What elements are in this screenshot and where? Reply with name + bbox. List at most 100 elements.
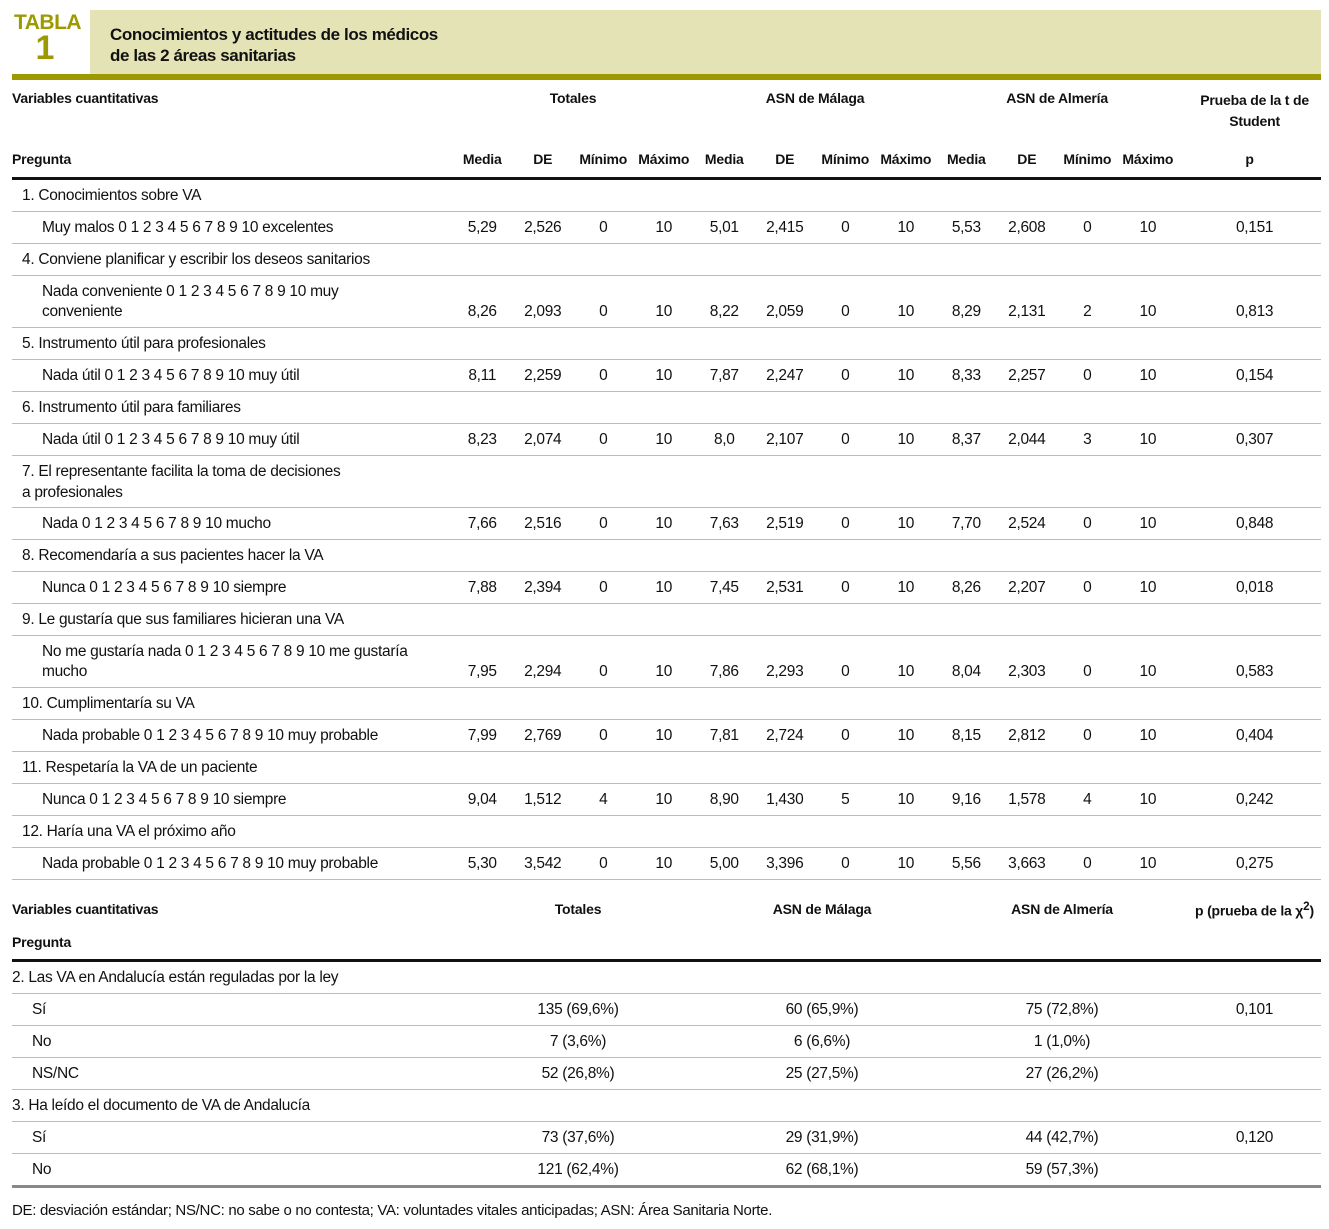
value-cell: 2,259 [512, 359, 573, 392]
question-text: 2. Las VA en Andalucía están reguladas p… [12, 960, 1321, 994]
value-cell: 10 [875, 423, 937, 456]
value-cell: 0 [1057, 507, 1118, 540]
value-cell: 10 [633, 275, 695, 328]
value-cell: 4 [573, 783, 634, 816]
value-cell: 2,526 [512, 211, 573, 244]
group-header: ASN de Málaga [765, 90, 865, 106]
value-cell: 44 (42,7%) [946, 1121, 1178, 1154]
table-number: 1 [35, 29, 55, 67]
group-header: ASN de Almería [1006, 90, 1108, 106]
value-cell: 2,415 [754, 211, 816, 244]
value-cell: 9,16 [936, 783, 997, 816]
value-cell: 52 (26,8%) [458, 1057, 698, 1090]
scale-text: Nada conveniente 0 1 2 3 4 5 6 7 8 9 10 … [12, 275, 452, 328]
value-cell: 2,107 [754, 423, 816, 456]
table-row: NS/NC 52 (26,8%) 25 (27,5%) 27 (26,2%) [12, 1057, 1321, 1090]
value-cell: 2,516 [512, 507, 573, 540]
value-cell: 2,257 [996, 359, 1058, 392]
question-row: 10. Cumplimentaría su VA [12, 687, 1322, 720]
question-row: 1. Conocimientos sobre VA [12, 178, 1322, 212]
value-cell: 2,531 [754, 571, 816, 604]
value-cell: 8,37 [936, 423, 997, 456]
value-cell: 8,33 [936, 359, 997, 392]
value-cell: 10 [1117, 783, 1179, 816]
value-cell: 5 [815, 783, 876, 816]
value-cell: 0 [1057, 211, 1118, 244]
value-cell: 25 (27,5%) [698, 1057, 946, 1090]
value-cell: 10 [633, 635, 695, 688]
value-cell: 0,813 [1178, 275, 1322, 328]
value-cell: 0,018 [1178, 571, 1322, 604]
value-cell: 1 (1,0%) [946, 1025, 1178, 1058]
value-cell: 8,90 [694, 783, 755, 816]
value-cell: 10 [875, 783, 937, 816]
quantitative-table: Variables cuantitativas Totales ASN de M… [12, 86, 1322, 880]
value-cell: 7,70 [936, 507, 997, 540]
value-cell: 10 [1117, 423, 1179, 456]
value-cell: 3,396 [754, 847, 816, 880]
question-text: 7. El representante facilita la toma de … [12, 455, 1322, 508]
value-cell: 2,394 [512, 571, 573, 604]
value-cell: 10 [1117, 847, 1179, 880]
column-header: Media [936, 140, 997, 180]
value-cell: 2,519 [754, 507, 816, 540]
column-header: p [1178, 140, 1322, 180]
chi2-end: ) [1309, 902, 1314, 919]
answer-label: No [12, 1153, 458, 1188]
value-cell: 5,29 [452, 211, 513, 244]
value-cell: 4 [1057, 783, 1118, 816]
question-row: 9. Le gustaría que sus familiares hicier… [12, 603, 1322, 636]
question-row: 2. Las VA en Andalucía están reguladas p… [12, 960, 1321, 994]
value-cell: 2,059 [754, 275, 816, 328]
chi2-sup: 2 [1303, 899, 1310, 913]
value-cell: 7,99 [452, 719, 513, 752]
question-row: 12. Haría una VA el próximo año [12, 815, 1322, 848]
value-cell: 0 [1057, 847, 1118, 880]
value-cell: 0 [573, 359, 634, 392]
column-header: Máximo [1117, 140, 1179, 180]
question-row: 8. Recomendaría a sus pacientes hacer la… [12, 539, 1322, 572]
scale-text: Nada útil 0 1 2 3 4 5 6 7 8 9 10 muy úti… [12, 423, 452, 456]
section-label: Variables cuantitativas [12, 90, 159, 106]
column-header: DE [996, 140, 1058, 180]
column-header: Mínimo [573, 140, 634, 180]
value-cell: 10 [875, 275, 937, 328]
value-cell: 10 [875, 571, 937, 604]
value-cell: 10 [633, 423, 695, 456]
group-header: Totales [554, 901, 602, 917]
value-cell: 7,66 [452, 507, 513, 540]
value-cell: 0 [1057, 635, 1118, 688]
question-row: 11. Respetaría la VA de un paciente [12, 751, 1322, 784]
table-row: Sí 73 (37,6%) 29 (31,9%) 44 (42,7%) 0,120 [12, 1121, 1321, 1154]
value-cell: 10 [875, 847, 937, 880]
value-cell [1178, 1025, 1321, 1058]
column-header: Media [452, 140, 513, 180]
value-cell: 10 [875, 359, 937, 392]
scale-text: Nada 0 1 2 3 4 5 6 7 8 9 10 mucho [12, 507, 452, 540]
value-cell: 0,848 [1178, 507, 1322, 540]
value-cell: 7,86 [694, 635, 755, 688]
answer-label: NS/NC [12, 1057, 458, 1090]
value-cell: 0,101 [1178, 993, 1321, 1026]
value-cell: 0 [815, 211, 876, 244]
title-band: Conocimientos y actitudes de los médicos… [90, 10, 1321, 74]
value-cell: 0,583 [1178, 635, 1322, 688]
value-cell: 2 [1057, 275, 1118, 328]
value-cell: 7,45 [694, 571, 755, 604]
value-cell: 10 [633, 571, 695, 604]
value-cell: 3 [1057, 423, 1118, 456]
table-row: Sí 135 (69,6%) 60 (65,9%) 75 (72,8%) 0,101 [12, 993, 1321, 1026]
value-cell: 10 [633, 211, 695, 244]
scale-text: Nada probable 0 1 2 3 4 5 6 7 8 9 10 muy… [12, 847, 452, 880]
scale-text: No me gustaría nada 0 1 2 3 4 5 6 7 8 9 … [12, 635, 452, 688]
value-cell: 2,724 [754, 719, 816, 752]
question-text: 11. Respetaría la VA de un paciente [12, 751, 1322, 784]
value-cell: 59 (57,3%) [946, 1153, 1178, 1188]
value-cell: 0 [1057, 719, 1118, 752]
chi2-header: p (prueba de la χ2) [1178, 893, 1321, 925]
table-label-word: TABLA [14, 11, 82, 34]
column-header: Mínimo [815, 140, 876, 180]
value-cell: 8,26 [452, 275, 513, 328]
table-row: Nunca 0 1 2 3 4 5 6 7 8 9 10 siempre 7,88… [12, 571, 1322, 604]
value-cell: 10 [1117, 571, 1179, 604]
